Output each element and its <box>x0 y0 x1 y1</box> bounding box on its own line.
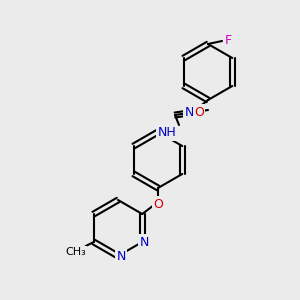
Text: F: F <box>224 34 232 46</box>
Text: CH₃: CH₃ <box>65 247 86 257</box>
Text: NH: NH <box>184 106 203 118</box>
Text: NH: NH <box>158 127 176 140</box>
Text: O: O <box>153 197 163 211</box>
Text: N: N <box>116 250 126 262</box>
Text: N: N <box>140 236 149 248</box>
Text: O: O <box>194 106 204 119</box>
